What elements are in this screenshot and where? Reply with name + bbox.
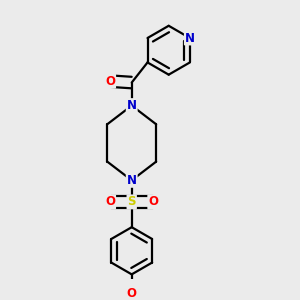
- Text: N: N: [185, 32, 195, 44]
- Text: S: S: [128, 195, 136, 208]
- Text: O: O: [105, 195, 115, 208]
- Text: O: O: [148, 195, 158, 208]
- Text: N: N: [127, 99, 137, 112]
- Text: N: N: [127, 174, 137, 187]
- Text: O: O: [127, 286, 137, 299]
- Text: O: O: [105, 75, 115, 88]
